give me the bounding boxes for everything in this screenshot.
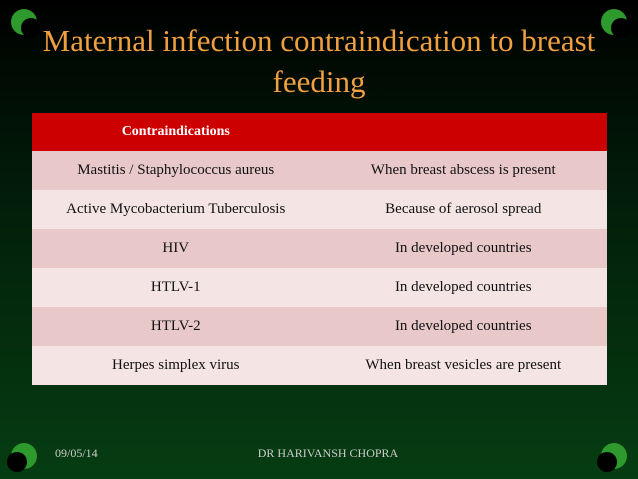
table-row: Active Mycobacterium Tuberculosis Because…: [32, 190, 607, 229]
header-row: Contraindications: [32, 113, 607, 151]
table-cell: When breast vesicles are present: [319, 346, 607, 385]
corner-shadow: [21, 18, 41, 38]
table-row: Herpes simplex virus When breast vesicles…: [32, 346, 607, 385]
table-cell: Active Mycobacterium Tuberculosis: [32, 190, 320, 229]
table-row: HTLV-1 In developed countries: [32, 268, 607, 307]
table-row: HIV In developed countries: [32, 229, 607, 268]
table-cell: HTLV-1: [32, 268, 320, 307]
table-cell: In developed countries: [319, 307, 607, 346]
table-cell: Because of aerosol spread: [319, 190, 607, 229]
table-cell: Mastitis / Staphylococcus aureus: [32, 151, 320, 190]
table-cell: Herpes simplex virus: [32, 346, 320, 385]
table-row: HTLV-2 In developed countries: [32, 307, 607, 346]
table-cell: HTLV-2: [32, 307, 320, 346]
header-cell: [319, 113, 607, 151]
table-cell: In developed countries: [319, 229, 607, 268]
corner-shadow: [7, 452, 27, 472]
table-cell: When breast abscess is present: [319, 151, 607, 190]
corner-shadow: [597, 452, 617, 472]
footer-date: 09/05/14: [55, 446, 98, 460]
slide-title: Maternal infection contraindication to b…: [42, 23, 596, 99]
table-row: Mastitis / Staphylococcus aureus When bre…: [32, 151, 607, 190]
header-cell: Contraindications: [32, 113, 320, 151]
table: Contraindications Mastitis / Staphylococ…: [32, 113, 607, 385]
table-cell: In developed countries: [319, 268, 607, 307]
table-cell: HIV: [32, 229, 320, 268]
footer-author: DR HARIVANSH CHOPRA: [257, 446, 399, 460]
corner-shadow: [611, 18, 631, 38]
